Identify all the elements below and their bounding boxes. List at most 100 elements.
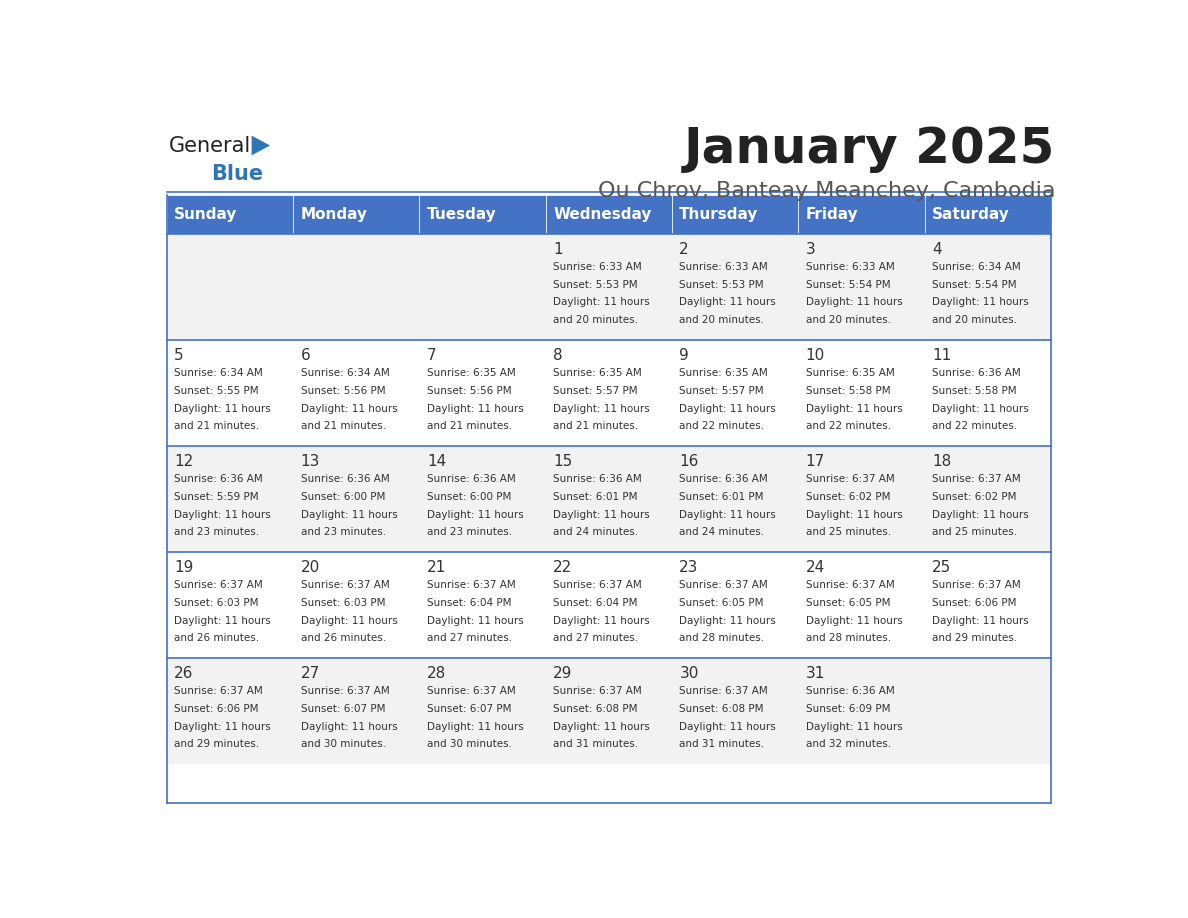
Text: Sunset: 5:53 PM: Sunset: 5:53 PM <box>680 280 764 290</box>
Text: 14: 14 <box>426 454 446 469</box>
Text: Ou Chrov, Banteay Meanchey, Cambodia: Ou Chrov, Banteay Meanchey, Cambodia <box>598 182 1055 201</box>
Text: and 20 minutes.: and 20 minutes. <box>554 315 638 325</box>
Text: Daylight: 11 hours: Daylight: 11 hours <box>680 404 776 413</box>
Bar <box>545 195 672 234</box>
Text: Tuesday: Tuesday <box>426 207 497 222</box>
Text: Sunrise: 6:35 AM: Sunrise: 6:35 AM <box>426 368 516 378</box>
Text: and 20 minutes.: and 20 minutes. <box>805 315 891 325</box>
Bar <box>166 234 293 340</box>
Text: Daylight: 11 hours: Daylight: 11 hours <box>931 616 1029 625</box>
Bar <box>924 446 1051 552</box>
Text: Sunset: 6:03 PM: Sunset: 6:03 PM <box>175 598 259 608</box>
Text: 10: 10 <box>805 348 824 364</box>
Text: 22: 22 <box>554 560 573 576</box>
Bar <box>672 195 798 234</box>
Text: Daylight: 11 hours: Daylight: 11 hours <box>805 509 903 520</box>
Text: Sunrise: 6:35 AM: Sunrise: 6:35 AM <box>680 368 769 378</box>
Text: Sunrise: 6:37 AM: Sunrise: 6:37 AM <box>931 475 1020 484</box>
Bar <box>293 234 419 340</box>
Bar <box>672 552 798 658</box>
Text: Daylight: 11 hours: Daylight: 11 hours <box>426 616 524 625</box>
Bar <box>672 658 798 764</box>
Text: 16: 16 <box>680 454 699 469</box>
Bar <box>166 195 293 234</box>
Bar <box>545 552 672 658</box>
Bar <box>924 340 1051 446</box>
Bar <box>545 446 672 552</box>
Text: Sunset: 6:04 PM: Sunset: 6:04 PM <box>426 598 511 608</box>
Text: Sunset: 5:56 PM: Sunset: 5:56 PM <box>426 386 512 396</box>
Text: 30: 30 <box>680 666 699 681</box>
Text: Sunset: 5:57 PM: Sunset: 5:57 PM <box>680 386 764 396</box>
Bar <box>798 234 924 340</box>
Text: and 27 minutes.: and 27 minutes. <box>554 633 638 644</box>
Text: and 24 minutes.: and 24 minutes. <box>554 527 638 537</box>
Text: Friday: Friday <box>805 207 858 222</box>
Bar <box>798 552 924 658</box>
Text: Daylight: 11 hours: Daylight: 11 hours <box>426 722 524 732</box>
Text: Sunset: 6:00 PM: Sunset: 6:00 PM <box>301 492 385 502</box>
Text: Daylight: 11 hours: Daylight: 11 hours <box>931 509 1029 520</box>
Text: and 24 minutes.: and 24 minutes. <box>680 527 764 537</box>
Text: Daylight: 11 hours: Daylight: 11 hours <box>805 722 903 732</box>
Text: Daylight: 11 hours: Daylight: 11 hours <box>805 616 903 625</box>
Bar <box>798 340 924 446</box>
Text: Sunrise: 6:34 AM: Sunrise: 6:34 AM <box>931 263 1020 272</box>
Text: Daylight: 11 hours: Daylight: 11 hours <box>426 404 524 413</box>
Text: 27: 27 <box>301 666 320 681</box>
Text: and 23 minutes.: and 23 minutes. <box>426 527 512 537</box>
Bar <box>419 234 545 340</box>
Text: Sunrise: 6:36 AM: Sunrise: 6:36 AM <box>175 475 263 484</box>
Text: Sunrise: 6:34 AM: Sunrise: 6:34 AM <box>301 368 390 378</box>
Text: Sunset: 6:06 PM: Sunset: 6:06 PM <box>931 598 1017 608</box>
Text: 13: 13 <box>301 454 320 469</box>
Bar <box>419 552 545 658</box>
Bar <box>672 340 798 446</box>
Text: 4: 4 <box>931 242 942 257</box>
Text: Daylight: 11 hours: Daylight: 11 hours <box>680 722 776 732</box>
Text: Wednesday: Wednesday <box>554 207 651 222</box>
Text: Sunrise: 6:35 AM: Sunrise: 6:35 AM <box>805 368 895 378</box>
Bar <box>293 195 419 234</box>
Text: Daylight: 11 hours: Daylight: 11 hours <box>175 404 271 413</box>
Text: Sunrise: 6:37 AM: Sunrise: 6:37 AM <box>805 475 895 484</box>
Bar <box>924 552 1051 658</box>
Text: Thursday: Thursday <box>680 207 759 222</box>
Text: 2: 2 <box>680 242 689 257</box>
Text: Sunset: 6:00 PM: Sunset: 6:00 PM <box>426 492 511 502</box>
Text: Sunrise: 6:33 AM: Sunrise: 6:33 AM <box>554 263 642 272</box>
Text: Daylight: 11 hours: Daylight: 11 hours <box>554 722 650 732</box>
Text: Daylight: 11 hours: Daylight: 11 hours <box>554 297 650 308</box>
Text: Sunrise: 6:37 AM: Sunrise: 6:37 AM <box>301 580 390 590</box>
Bar <box>545 340 672 446</box>
Text: and 22 minutes.: and 22 minutes. <box>680 421 764 431</box>
Text: Sunset: 5:58 PM: Sunset: 5:58 PM <box>805 386 890 396</box>
Text: and 31 minutes.: and 31 minutes. <box>554 739 638 749</box>
Text: Daylight: 11 hours: Daylight: 11 hours <box>175 509 271 520</box>
Text: Sunrise: 6:36 AM: Sunrise: 6:36 AM <box>301 475 390 484</box>
Bar <box>419 446 545 552</box>
Text: Sunset: 5:57 PM: Sunset: 5:57 PM <box>554 386 638 396</box>
Text: 12: 12 <box>175 454 194 469</box>
Bar <box>924 658 1051 764</box>
Text: 5: 5 <box>175 348 184 364</box>
Text: Sunrise: 6:37 AM: Sunrise: 6:37 AM <box>554 580 642 590</box>
Text: Sunset: 6:08 PM: Sunset: 6:08 PM <box>554 704 638 714</box>
Polygon shape <box>252 136 270 155</box>
Text: Daylight: 11 hours: Daylight: 11 hours <box>805 297 903 308</box>
Text: and 20 minutes.: and 20 minutes. <box>680 315 764 325</box>
Text: Sunset: 6:05 PM: Sunset: 6:05 PM <box>680 598 764 608</box>
Text: Sunrise: 6:34 AM: Sunrise: 6:34 AM <box>175 368 263 378</box>
Bar <box>924 195 1051 234</box>
Bar <box>293 552 419 658</box>
Text: Sunrise: 6:37 AM: Sunrise: 6:37 AM <box>426 580 516 590</box>
Text: Sunset: 5:58 PM: Sunset: 5:58 PM <box>931 386 1017 396</box>
Text: 24: 24 <box>805 560 824 576</box>
Text: Sunset: 6:09 PM: Sunset: 6:09 PM <box>805 704 890 714</box>
Text: Sunset: 6:04 PM: Sunset: 6:04 PM <box>554 598 638 608</box>
Text: Daylight: 11 hours: Daylight: 11 hours <box>680 509 776 520</box>
Text: Sunset: 5:56 PM: Sunset: 5:56 PM <box>301 386 385 396</box>
Text: Sunrise: 6:37 AM: Sunrise: 6:37 AM <box>426 687 516 696</box>
Text: and 30 minutes.: and 30 minutes. <box>301 739 386 749</box>
Text: Sunrise: 6:37 AM: Sunrise: 6:37 AM <box>931 580 1020 590</box>
